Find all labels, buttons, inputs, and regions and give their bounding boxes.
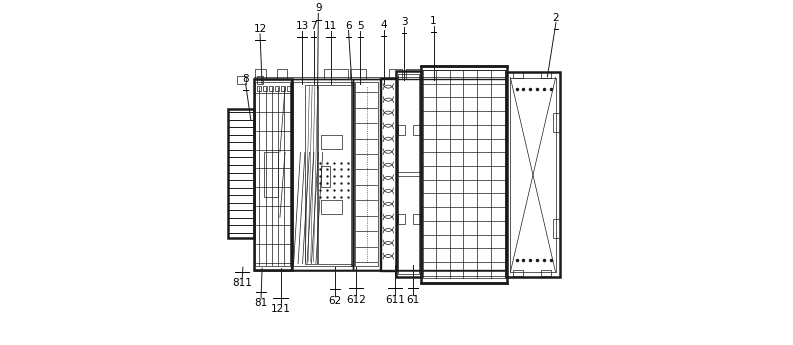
Bar [513, 269, 523, 276]
Bar [423, 70, 505, 278]
Text: 611: 611 [385, 295, 404, 305]
Bar [305, 85, 317, 264]
Bar [269, 86, 273, 91]
Bar [398, 214, 405, 224]
Bar [554, 113, 561, 132]
Text: 11: 11 [324, 21, 337, 31]
Bar [255, 69, 266, 79]
Bar [380, 78, 396, 270]
Bar [541, 269, 551, 276]
Bar [353, 79, 381, 269]
Text: 62: 62 [328, 296, 342, 306]
Bar [275, 86, 279, 91]
Bar [398, 125, 405, 135]
Bar [278, 69, 287, 79]
Bar [541, 72, 551, 78]
Bar [282, 86, 285, 91]
Bar [397, 75, 419, 274]
Text: 13: 13 [296, 21, 308, 31]
Text: 612: 612 [346, 295, 366, 305]
Bar [318, 85, 353, 264]
Text: 2: 2 [553, 13, 559, 23]
Bar [265, 152, 278, 197]
Text: 1: 1 [431, 16, 437, 26]
Bar [351, 69, 366, 79]
Bar [420, 66, 507, 283]
Bar [293, 82, 351, 266]
Bar [324, 69, 348, 79]
Text: 7: 7 [310, 21, 317, 31]
Bar [254, 79, 292, 269]
Text: 5: 5 [357, 21, 364, 31]
Bar [511, 78, 556, 272]
Bar [506, 72, 561, 277]
Text: 61: 61 [406, 295, 419, 305]
Text: 8: 8 [243, 74, 249, 84]
Bar [287, 86, 292, 91]
Bar [291, 79, 354, 269]
Bar [413, 125, 419, 135]
Bar [321, 166, 330, 187]
Bar [237, 76, 246, 84]
Text: 12: 12 [254, 24, 266, 34]
Text: 121: 121 [270, 304, 290, 314]
Text: 3: 3 [400, 17, 408, 27]
Bar [413, 214, 419, 224]
Bar [228, 109, 255, 238]
Text: 81: 81 [255, 298, 268, 308]
Text: 4: 4 [381, 20, 387, 30]
Bar [513, 72, 523, 78]
Bar [257, 86, 261, 91]
Text: 9: 9 [315, 3, 322, 13]
Bar [321, 200, 342, 214]
Bar [255, 82, 289, 266]
Bar [406, 69, 420, 79]
Bar [321, 135, 342, 149]
Bar [355, 82, 378, 266]
Text: 6: 6 [345, 21, 352, 31]
Text: 811: 811 [232, 278, 252, 288]
Bar [257, 76, 263, 84]
Bar [351, 82, 354, 266]
Bar [396, 71, 421, 277]
Bar [389, 69, 402, 79]
Bar [262, 86, 267, 91]
Bar [554, 219, 561, 238]
